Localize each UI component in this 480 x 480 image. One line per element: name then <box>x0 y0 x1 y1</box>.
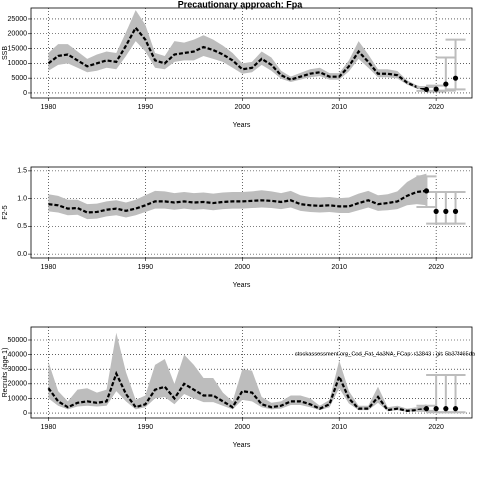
x-tick-label: 1980 <box>41 424 57 431</box>
forecast-point <box>433 406 439 412</box>
y-tick-label: 10000 <box>8 395 28 402</box>
y-tick-label: 50000 <box>8 337 28 344</box>
x-tick-label: 2010 <box>331 264 347 271</box>
x-tick-label: 2010 <box>331 424 347 431</box>
forecast-point <box>433 208 439 214</box>
x-tick-label: 2020 <box>428 104 444 111</box>
y-axis-label: F2-5 <box>2 205 9 220</box>
forecast-error-bar <box>445 38 466 91</box>
y-tick-label: 0 <box>23 90 27 97</box>
y-tick-label: 25000 <box>8 16 28 23</box>
x-tick-label: 1990 <box>138 424 154 431</box>
x-tick-label: 2000 <box>235 424 251 431</box>
y-axis-label: Recruits (age 1) <box>2 348 9 398</box>
x-axis-label: Years <box>233 442 251 449</box>
forecast-point <box>433 86 439 92</box>
y-tick-label: 0 <box>23 410 27 417</box>
forecast-point <box>443 406 449 412</box>
forecast-point <box>443 81 449 87</box>
plot-frame <box>30 166 473 259</box>
forecast-point <box>443 208 449 214</box>
y-tick-label: 1.5 <box>17 168 27 175</box>
y-tick-label: 30000 <box>8 366 28 373</box>
x-axis-label: Years <box>233 282 251 289</box>
forecast-point <box>423 188 430 194</box>
y-tick-label: 0.0 <box>17 251 27 258</box>
y-tick-label: 40000 <box>8 351 28 358</box>
x-tick-label: 2000 <box>235 104 251 111</box>
x-tick-label: 1990 <box>138 264 154 271</box>
y-tick-label: 20000 <box>8 381 28 388</box>
forecast-point <box>452 406 459 412</box>
estimate-line <box>48 189 427 214</box>
estimate-line <box>47 25 427 91</box>
x-tick-label: 2000 <box>235 264 251 271</box>
forecast-point <box>423 86 430 93</box>
x-tick-label: 1980 <box>41 264 57 271</box>
plot-frame <box>30 7 473 99</box>
x-tick-label: 2020 <box>428 264 444 271</box>
confidence-band <box>48 10 427 91</box>
estimate-line <box>47 370 427 412</box>
y-tick-label: 15000 <box>8 45 28 52</box>
annotation: stockassessment.org_Cod_Fat_4a3NA_FCap: … <box>295 351 475 357</box>
forecast-point <box>452 208 459 214</box>
x-tick-label: 1990 <box>138 104 154 111</box>
forecast-point <box>423 406 430 412</box>
forecast-point <box>452 75 459 81</box>
x-tick-label: 1980 <box>41 104 57 111</box>
y-tick-label: 10000 <box>8 60 28 67</box>
plot-frame <box>30 326 473 419</box>
chart-title: Precautionary approach: Fpa <box>178 0 304 9</box>
y-tick-label: 5000 <box>11 75 27 82</box>
confidence-band <box>48 173 427 220</box>
x-tick-label: 2020 <box>428 424 444 431</box>
forecast-error-bar <box>445 190 466 225</box>
confidence-band <box>48 332 427 412</box>
y-tick-label: 20000 <box>8 31 28 38</box>
y-axis-label: SSB <box>2 46 9 60</box>
y-tick-label: 0.5 <box>17 223 27 230</box>
x-axis-label: Years <box>233 122 251 129</box>
x-tick-label: 2010 <box>331 104 347 111</box>
y-tick-label: 1.0 <box>17 195 27 202</box>
